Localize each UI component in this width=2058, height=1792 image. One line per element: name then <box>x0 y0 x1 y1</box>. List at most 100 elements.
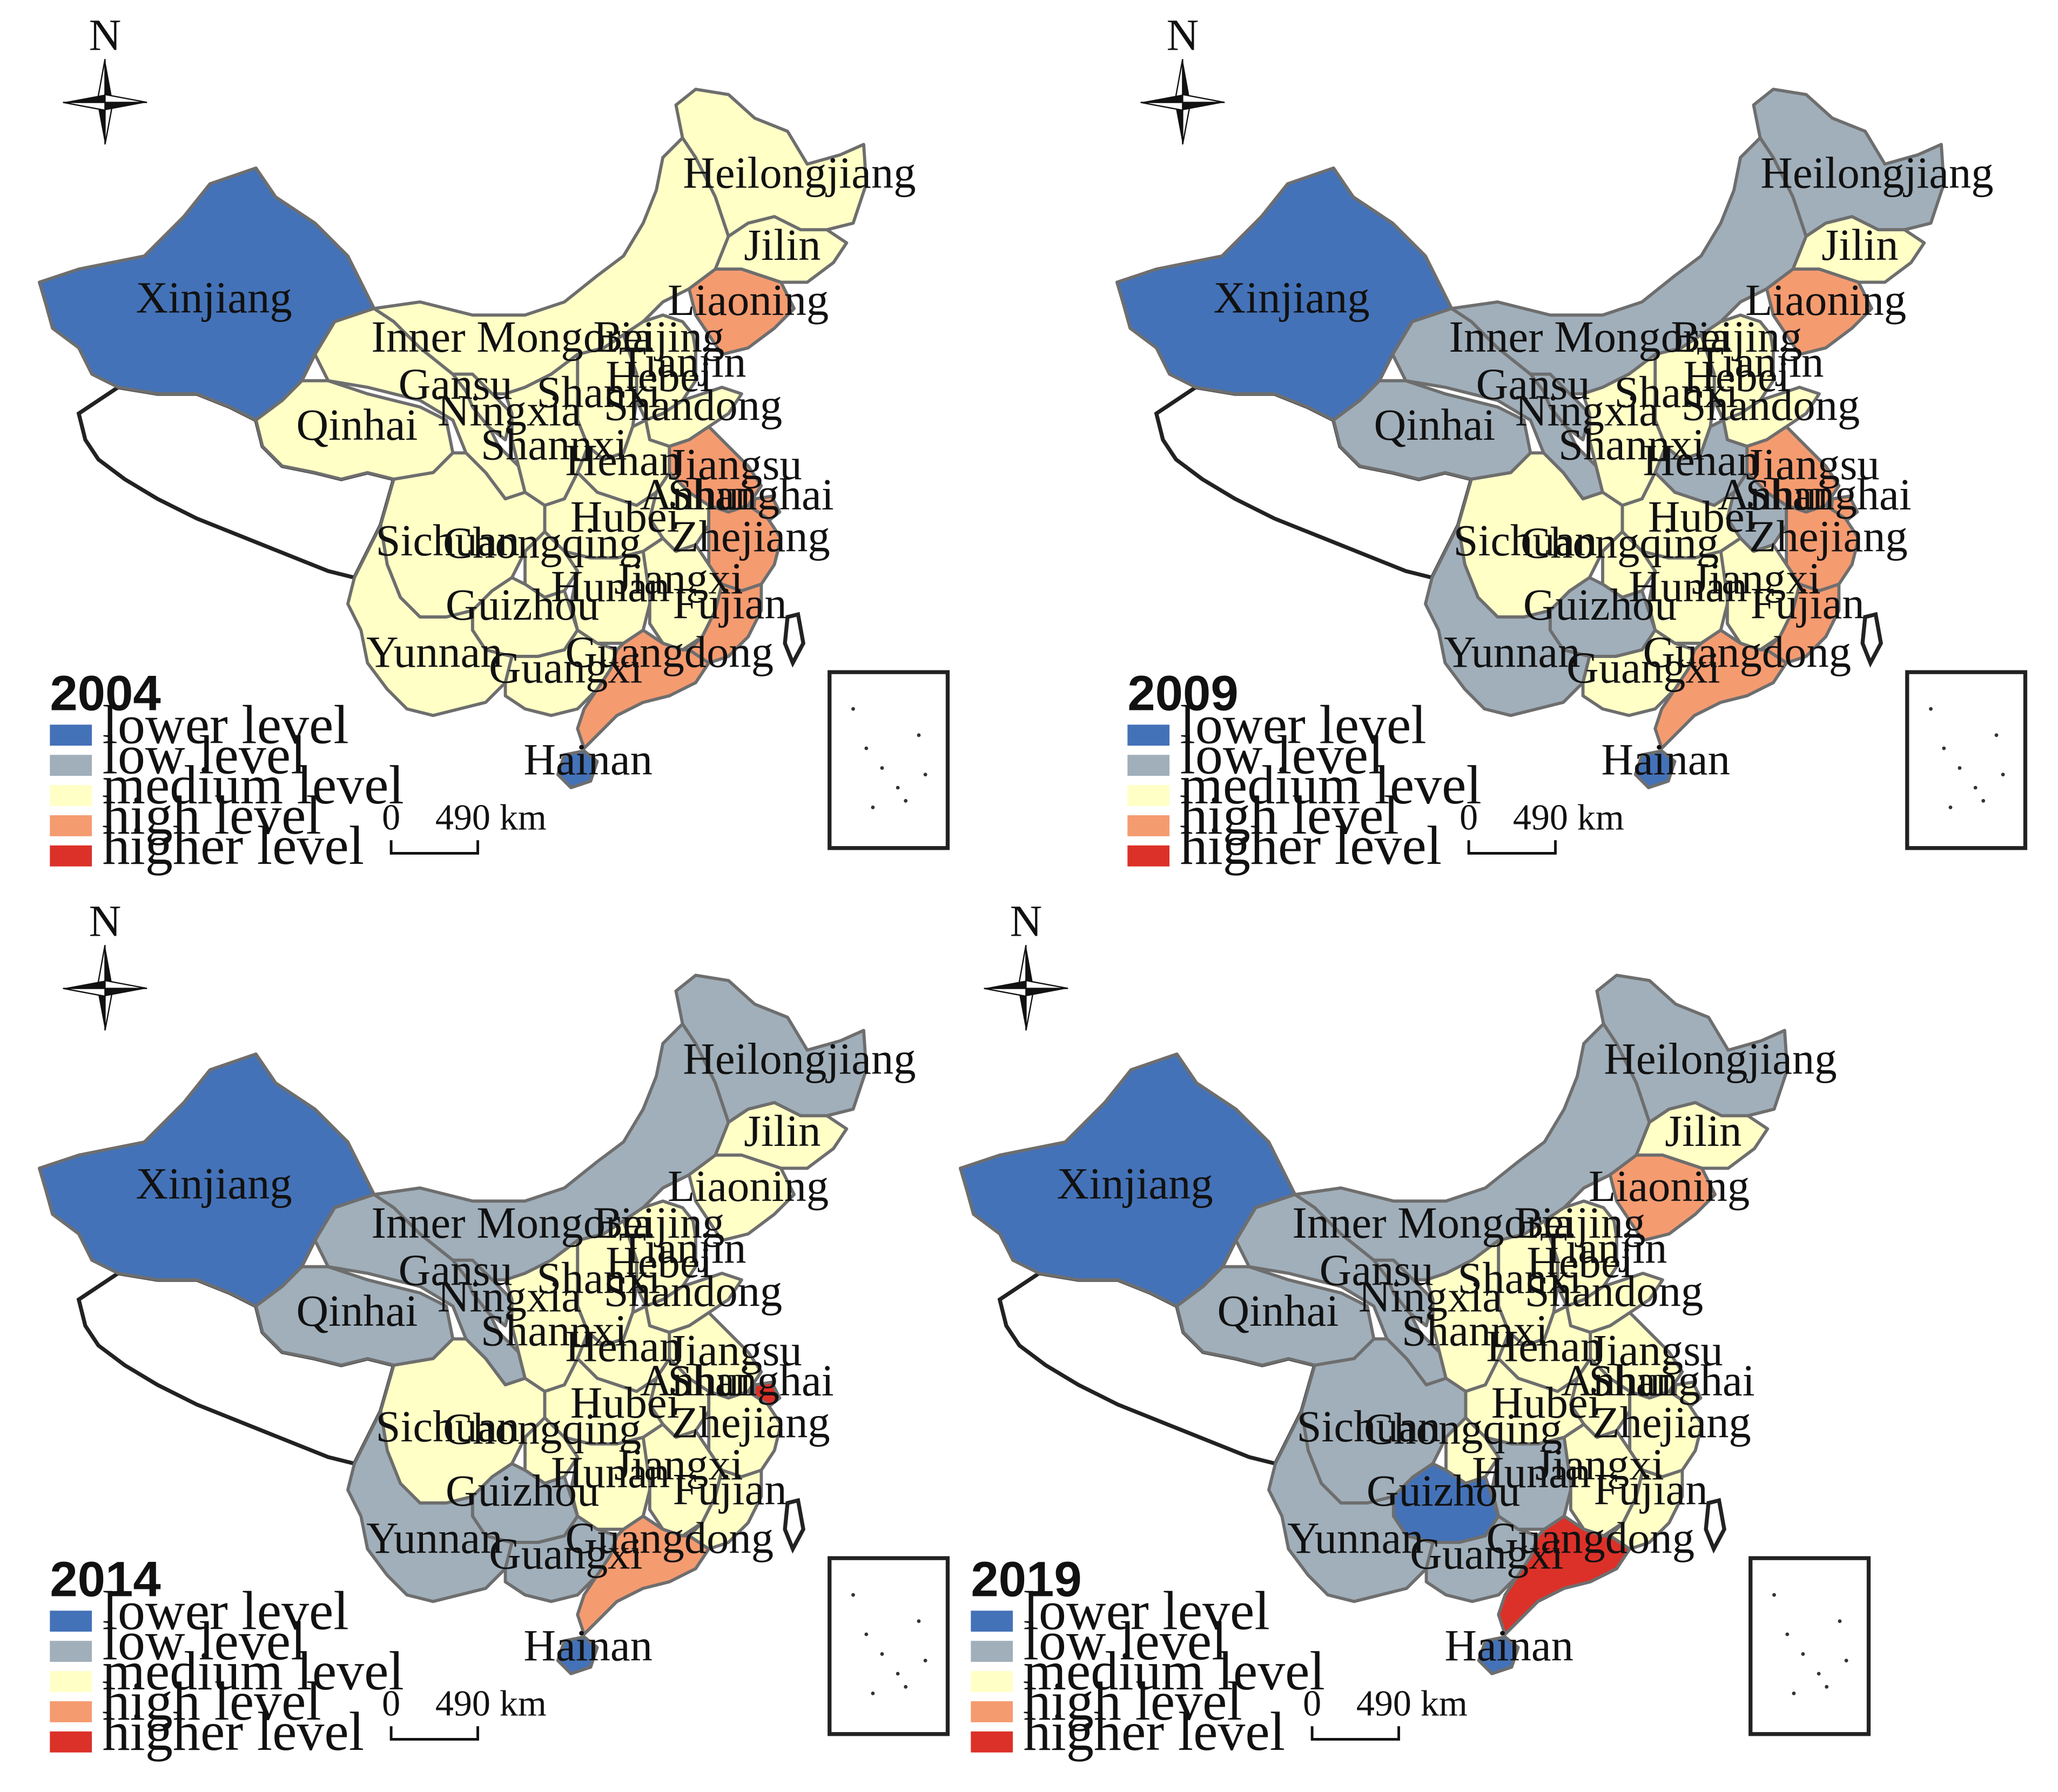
province-label: Chongqing <box>443 1404 641 1454</box>
province-label: Zhejiang <box>671 512 830 561</box>
province-label: Shanghai <box>668 1355 833 1405</box>
province-label: Shanxi <box>1457 1253 1581 1303</box>
province-ningxia <box>1372 1258 1435 1327</box>
province-label: Guangxi <box>1566 643 1720 693</box>
north-arrow-icon <box>984 945 1068 1031</box>
south-china-sea-inset <box>828 670 950 850</box>
scale-zero: 0 <box>1460 797 1478 838</box>
province-hainan <box>556 1635 599 1675</box>
province-label: Guangdong <box>1487 1513 1694 1562</box>
legend-swatch-higher <box>50 1731 92 1753</box>
province-liaoning <box>1608 1153 1717 1243</box>
province-label: Anhui <box>640 469 752 519</box>
legend-year: 2004 <box>50 665 160 721</box>
legend-label: medium level <box>1024 1641 1325 1702</box>
province-label: Sichuan <box>1454 515 1597 565</box>
province-label: Yunnan <box>366 1513 502 1562</box>
island-dot <box>1785 1632 1790 1636</box>
legend-label: high level <box>103 785 321 846</box>
legend-swatch-lower <box>971 1610 1013 1632</box>
province-label: Henan <box>1486 1321 1603 1371</box>
legend-swatch-high <box>50 1701 92 1722</box>
scale-distance: 490 km <box>1356 1683 1468 1724</box>
choropleth-map: Xinjiang Qinhai Inner Mongoria Heilongjiang… <box>37 896 950 1762</box>
island-dot <box>1825 1684 1829 1689</box>
province-label: Jiangxi <box>1535 1439 1664 1489</box>
unclassified-region <box>1860 612 1883 668</box>
province-label: Guizhou <box>446 1466 600 1515</box>
province-label: Sichuan <box>1297 1401 1441 1451</box>
province-label: Gansu <box>1476 359 1590 409</box>
scale-bar <box>1310 1726 1400 1741</box>
province-label: Hebei <box>606 1237 712 1287</box>
province-label: Guangdong <box>1643 627 1851 676</box>
island-dot <box>864 1632 869 1636</box>
province-label: Fujian <box>1751 579 1865 628</box>
province-label: Shannxi <box>481 1305 627 1355</box>
province-label: Gansu <box>1320 1245 1434 1295</box>
province-liaoning <box>687 1153 796 1243</box>
province-label: Ningxia <box>1358 1271 1502 1321</box>
legend-swatch-low <box>50 1641 92 1662</box>
province-label: Gansu <box>399 359 513 409</box>
province-label: Liaoning <box>1589 1161 1750 1211</box>
province-label: Heilongjiang <box>683 147 916 197</box>
legend-swatch-medium <box>1127 785 1170 807</box>
province-label: Tianjin <box>619 1223 746 1272</box>
province-label: Jilin <box>744 220 820 270</box>
province-label: Shandong <box>1682 380 1860 430</box>
province-label: Liaoning <box>1745 275 1906 325</box>
legend-label: lower level <box>103 1580 349 1641</box>
province-label: Jiangxi <box>1692 553 1821 603</box>
province-label: Ningxia <box>438 1271 581 1321</box>
province-label: Hainan <box>1601 735 1730 784</box>
province-label: Jiangxi <box>614 553 743 603</box>
province-label: Hebei <box>606 351 712 401</box>
scale-distance: 490 km <box>435 797 547 838</box>
province-label: Hebei <box>1526 1237 1633 1287</box>
province-label: Shannxi <box>481 419 627 469</box>
province-label: Zhejiang <box>1749 512 1908 561</box>
scale-zero: 0 <box>382 1683 400 1724</box>
province-label: Henan <box>565 435 682 485</box>
legend-label: higher level <box>103 1701 365 1762</box>
province-label: Guangdong <box>566 627 774 676</box>
choropleth-map: Xinjiang Qinhai Inner Mongoria Heilongjiang… <box>958 896 1871 1762</box>
province-liaoning <box>687 267 796 357</box>
province-hainan <box>1633 749 1677 789</box>
province-label: Fujian <box>1594 1465 1708 1514</box>
island-dot <box>1817 1672 1821 1676</box>
province-ningxia <box>451 1258 514 1327</box>
province-label: Shanghai <box>1745 469 1911 519</box>
province-label: Hubei <box>1648 492 1757 541</box>
legend-swatch-higher <box>971 1731 1013 1753</box>
legend-swatch-low <box>971 1641 1013 1662</box>
province-label: Hunan <box>551 1447 670 1497</box>
unclassified-region <box>1704 1498 1726 1554</box>
province-label: Yunnan <box>1287 1513 1423 1562</box>
legend-label: medium level <box>103 755 404 816</box>
legend-label: lower level <box>1180 694 1427 755</box>
legend-year: 2009 <box>1127 665 1238 721</box>
island-dot <box>871 806 875 809</box>
province-label: Jiangsu <box>1589 1325 1723 1375</box>
province-label: Jiangsu <box>668 439 802 489</box>
island-dot <box>1981 798 1986 803</box>
province-label: Tianjin <box>619 337 746 386</box>
province-label: Shanghai <box>668 469 833 519</box>
island-dot <box>1973 786 1978 790</box>
province-guangdong <box>576 1514 711 1636</box>
province-label: Beijing <box>593 312 724 361</box>
province-label: Xinjiang <box>136 1158 292 1208</box>
province-label: Beijing <box>1514 1198 1645 1247</box>
province-label: Shannxi <box>1558 419 1705 469</box>
province-label: Tianjin <box>1697 337 1824 386</box>
province-label: Inner Mongoria <box>371 312 653 361</box>
province-label: Liaoning <box>668 275 829 325</box>
province-label: Shanxi <box>1614 367 1738 417</box>
province-label: Hunan <box>1472 1447 1591 1497</box>
island-dot <box>880 1652 884 1656</box>
north-label: N <box>1010 896 1043 945</box>
province-label: Beijing <box>593 1198 724 1247</box>
legend-label: medium level <box>1180 755 1482 816</box>
